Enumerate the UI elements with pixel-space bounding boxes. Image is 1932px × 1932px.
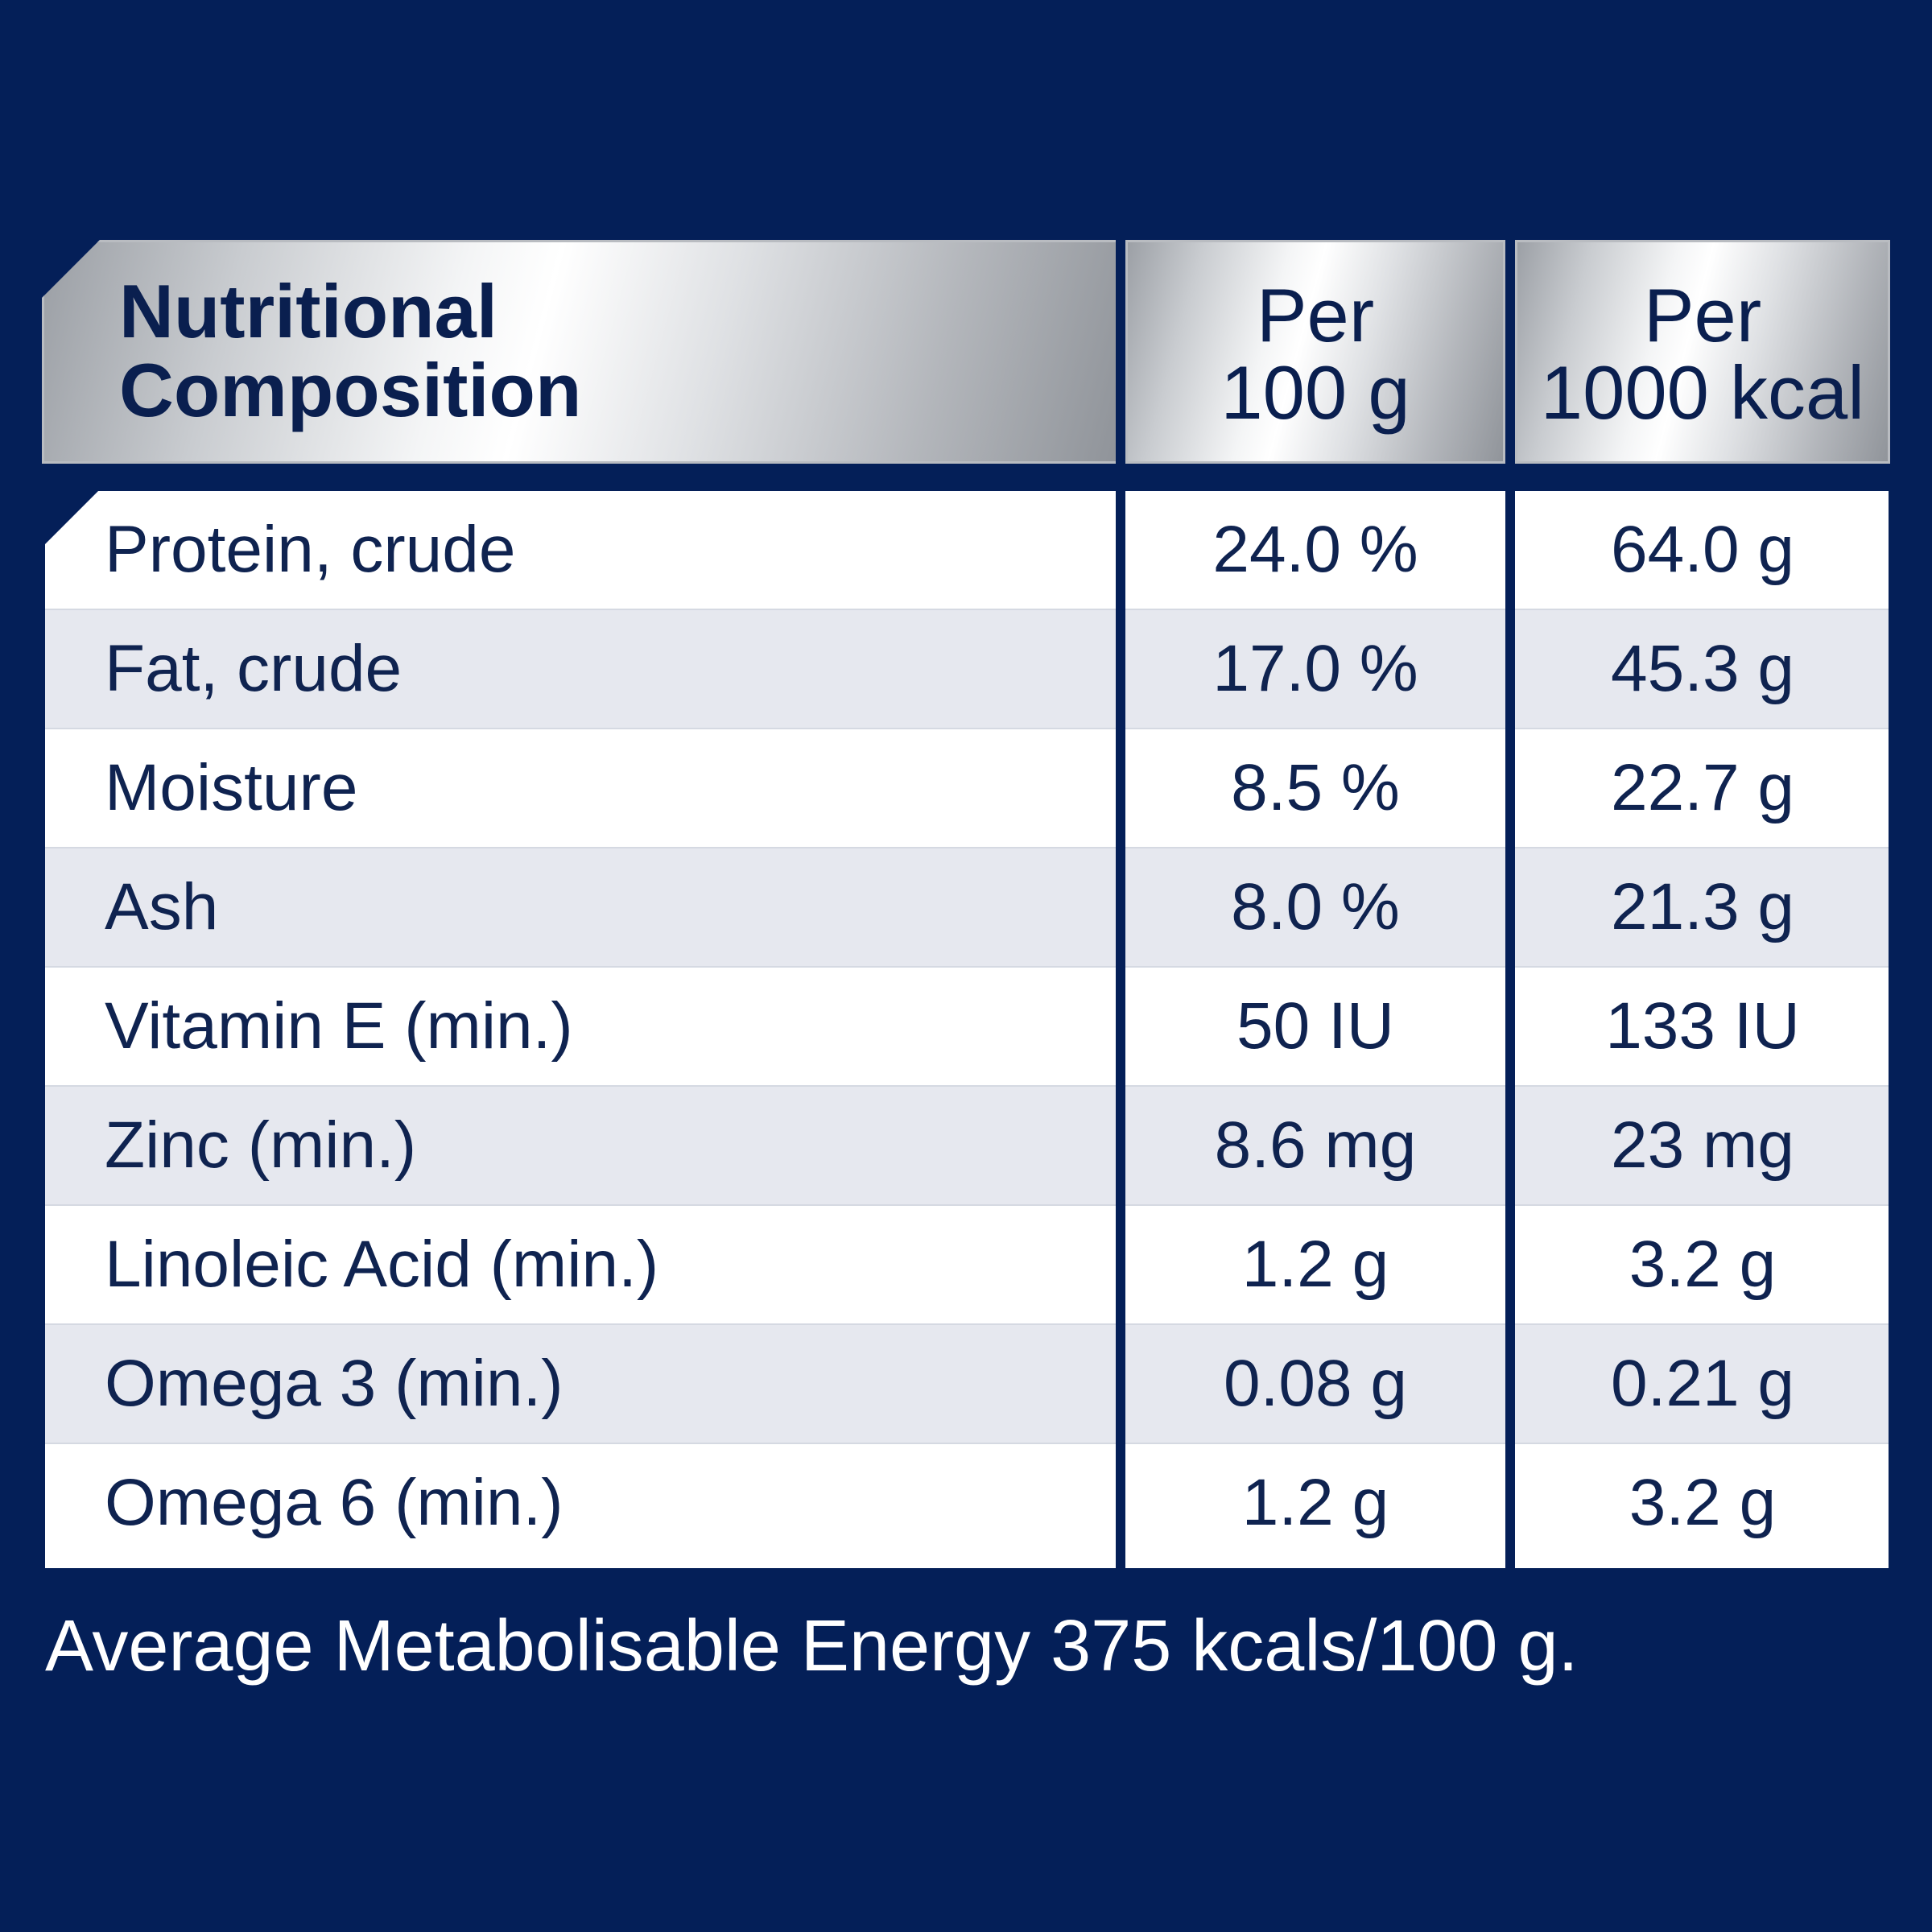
row-value-per-1000kcal: 0.21 g (1611, 1347, 1794, 1420)
row-value-per-1000kcal: 22.7 g (1611, 751, 1794, 824)
title-line-2: Composition (119, 348, 582, 432)
row-value-per-100g: 1.2 g (1241, 1466, 1389, 1539)
table-row: Moisture 8.5 % 22.7 g (45, 729, 1889, 848)
row-value-per-1000kcal: 3.2 g (1629, 1228, 1777, 1301)
row-value-per-100g: 8.5 % (1231, 751, 1400, 824)
row-label: Ash (105, 870, 219, 943)
row-value-per-100g: 50 IU (1236, 989, 1394, 1063)
row-value-per-1000kcal: 133 IU (1605, 989, 1800, 1063)
row-label: Protein, crude (105, 513, 516, 586)
col2-line-1: Per (1643, 273, 1762, 357)
title-line-1: Nutritional (119, 269, 497, 353)
table-row: Protein, crude 24.0 % 64.0 g (45, 491, 1889, 610)
row-value-per-1000kcal: 23 mg (1611, 1108, 1794, 1182)
table-title: Nutritional Composition (119, 272, 581, 430)
row-value-per-100g: 8.0 % (1231, 870, 1400, 943)
row-label: Vitamin E (min.) (105, 989, 573, 1063)
row-value-per-1000kcal: 3.2 g (1629, 1466, 1777, 1539)
col1-line-1: Per (1256, 273, 1375, 357)
nutrition-table: Protein, crude 24.0 % 64.0 g Fat, crude … (45, 491, 1889, 1568)
row-value-per-1000kcal: 64.0 g (1611, 513, 1794, 586)
row-value-per-100g: 17.0 % (1212, 632, 1418, 705)
row-value-per-100g: 1.2 g (1241, 1228, 1389, 1301)
table-row: Omega 3 (min.) 0.08 g 0.21 g (45, 1325, 1889, 1444)
row-value-per-100g: 24.0 % (1212, 513, 1418, 586)
row-label: Moisture (105, 751, 358, 824)
row-value-per-100g: 0.08 g (1224, 1347, 1407, 1420)
table-row: Omega 6 (min.) 1.2 g 3.2 g (45, 1444, 1889, 1568)
row-label: Omega 6 (min.) (105, 1466, 564, 1539)
table-row: Linoleic Acid (min.) 1.2 g 3.2 g (45, 1206, 1889, 1325)
table-row: Vitamin E (min.) 50 IU 133 IU (45, 968, 1889, 1087)
header-per-1000kcal: Per 1000 kcal (1515, 240, 1890, 464)
row-label: Fat, crude (105, 632, 402, 705)
energy-footnote: Average Metabolisable Energy 375 kcals/1… (45, 1606, 1579, 1686)
table-row: Fat, crude 17.0 % 45.3 g (45, 610, 1889, 729)
row-value-per-1000kcal: 45.3 g (1611, 632, 1794, 705)
col2-line-2: 1000 kcal (1540, 350, 1865, 435)
table-row: Ash 8.0 % 21.3 g (45, 848, 1889, 968)
row-value-per-1000kcal: 21.3 g (1611, 870, 1794, 943)
row-label: Omega 3 (min.) (105, 1347, 564, 1420)
header-title-cell: Nutritional Composition (42, 240, 1119, 464)
row-label: Linoleic Acid (min.) (105, 1228, 659, 1301)
col1-line-2: 100 g (1220, 350, 1410, 435)
row-label: Zinc (min.) (105, 1108, 417, 1182)
header-per-100g: Per 100 g (1125, 240, 1505, 464)
row-value-per-100g: 8.6 mg (1214, 1108, 1417, 1182)
column-divider (1505, 240, 1515, 1570)
table-row: Zinc (min.) 8.6 mg 23 mg (45, 1087, 1889, 1206)
column-divider (1116, 240, 1125, 1570)
